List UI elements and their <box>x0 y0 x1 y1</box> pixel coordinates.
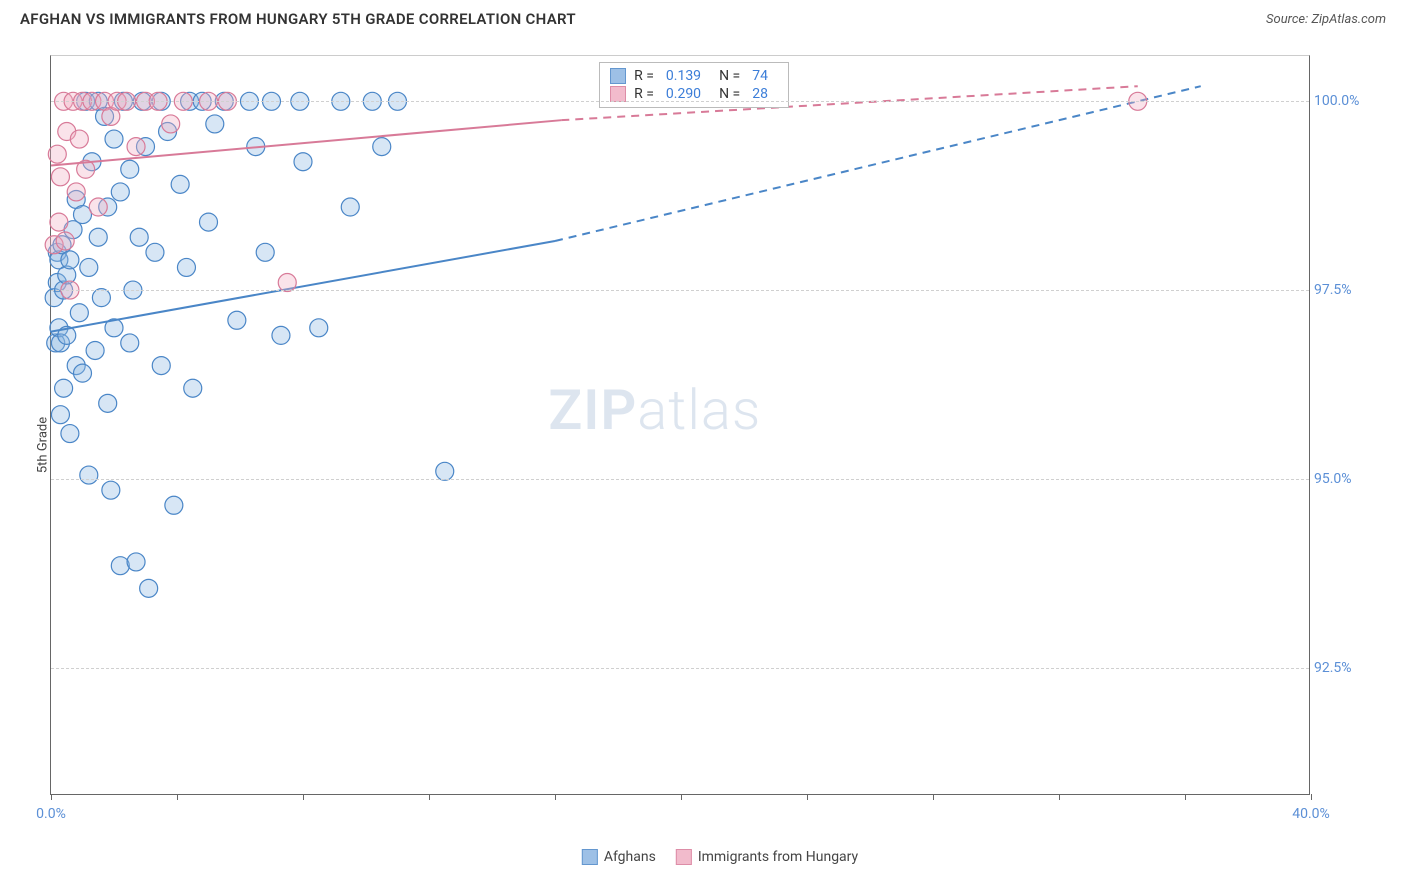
legend-row-hungary: R = 0.290 N = 28 <box>610 85 778 103</box>
data-point <box>121 160 139 178</box>
data-point <box>86 341 104 359</box>
n-value-hungary: 28 <box>752 86 768 102</box>
data-point <box>121 334 139 352</box>
legend-label-hungary: Immigrants from Hungary <box>698 849 858 865</box>
plot-area: ZIPatlas R = 0.139 N = 74 R = 0.290 N = … <box>50 55 1310 795</box>
data-point <box>92 289 110 307</box>
data-point <box>373 138 391 156</box>
data-point <box>278 274 296 292</box>
swatch-afghans <box>610 68 626 84</box>
data-point <box>74 364 92 382</box>
series-legend: Afghans Immigrants from Hungary <box>582 849 858 865</box>
x-tick <box>303 794 304 800</box>
x-tick <box>429 794 430 800</box>
y-tick-label: 100.0% <box>1314 93 1369 109</box>
plot-svg <box>51 56 1311 796</box>
data-point <box>67 183 85 201</box>
data-point <box>200 213 218 231</box>
data-point <box>228 311 246 329</box>
legend-label-afghans: Afghans <box>604 849 656 865</box>
data-point <box>130 228 148 246</box>
data-point <box>310 319 328 337</box>
data-point <box>80 258 98 276</box>
data-point <box>105 130 123 148</box>
data-point <box>206 115 224 133</box>
x-tick-label: 40.0% <box>1292 806 1330 822</box>
swatch-hungary-bottom <box>676 849 692 865</box>
data-point <box>102 481 120 499</box>
data-point <box>272 326 290 344</box>
trend-line-extrapolated <box>555 86 1201 241</box>
legend-item-afghans: Afghans <box>582 849 656 865</box>
data-point <box>341 198 359 216</box>
y-tick-label: 97.5% <box>1314 282 1369 298</box>
data-point <box>51 168 69 186</box>
r-value-afghans: 0.139 <box>666 68 701 84</box>
source-label: Source: ZipAtlas.com <box>1266 12 1386 27</box>
x-tick <box>1185 794 1186 800</box>
chart-title: AFGHAN VS IMMIGRANTS FROM HUNGARY 5TH GR… <box>20 10 576 28</box>
x-tick <box>807 794 808 800</box>
data-point <box>127 138 145 156</box>
x-tick <box>51 794 52 800</box>
data-point <box>89 198 107 216</box>
r-value-hungary: 0.290 <box>666 86 701 102</box>
data-point <box>50 213 68 231</box>
data-point <box>140 579 158 597</box>
data-point <box>51 406 69 424</box>
x-tick <box>1059 794 1060 800</box>
data-point <box>61 425 79 443</box>
data-point <box>111 557 129 575</box>
x-tick <box>933 794 934 800</box>
data-point <box>99 394 117 412</box>
x-tick <box>555 794 556 800</box>
data-point <box>162 115 180 133</box>
data-point <box>177 258 195 276</box>
x-tick <box>177 794 178 800</box>
n-value-afghans: 74 <box>752 68 768 84</box>
y-tick-label: 92.5% <box>1314 660 1369 676</box>
data-point <box>55 379 73 397</box>
y-tick-label: 95.0% <box>1314 471 1369 487</box>
data-point <box>256 243 274 261</box>
data-point <box>127 553 145 571</box>
data-point <box>70 304 88 322</box>
data-point <box>70 130 88 148</box>
swatch-hungary <box>610 86 626 102</box>
swatch-afghans-bottom <box>582 849 598 865</box>
data-point <box>80 466 98 484</box>
y-axis-label: 5th Grade <box>36 417 51 473</box>
x-tick-label: 0.0% <box>36 806 66 822</box>
data-point <box>165 496 183 514</box>
gridline <box>51 668 1309 669</box>
x-tick <box>681 794 682 800</box>
data-point <box>294 153 312 171</box>
data-point <box>184 379 202 397</box>
gridline <box>51 101 1309 102</box>
data-point <box>61 251 79 269</box>
data-point <box>152 357 170 375</box>
legend-row-afghans: R = 0.139 N = 74 <box>610 67 778 85</box>
legend-item-hungary: Immigrants from Hungary <box>676 849 858 865</box>
data-point <box>89 228 107 246</box>
data-point <box>48 145 66 163</box>
gridline <box>51 290 1309 291</box>
data-point <box>171 175 189 193</box>
gridline <box>51 479 1309 480</box>
data-point <box>56 232 74 250</box>
x-tick <box>1311 794 1312 800</box>
chart-container: 5th Grade ZIPatlas R = 0.139 N = 74 R = … <box>50 55 1390 835</box>
data-point <box>436 462 454 480</box>
data-point <box>146 243 164 261</box>
data-point <box>111 183 129 201</box>
